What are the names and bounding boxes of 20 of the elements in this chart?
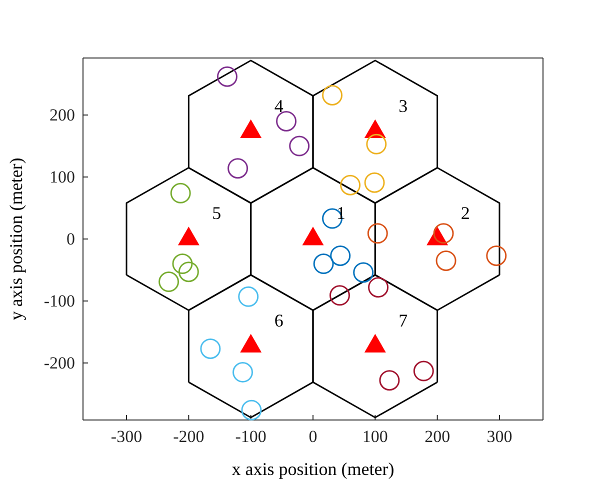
y-tick-label: 0 [66, 229, 75, 248]
annotation: 4 [274, 96, 284, 116]
x-tick-label: 300 [486, 427, 512, 446]
x-tick-label: 100 [362, 427, 388, 446]
annotation: 2 [460, 203, 470, 224]
y-tick-label: 100 [50, 167, 75, 186]
annotation: 3 [398, 96, 408, 116]
x-tick-label: -100 [235, 427, 266, 446]
y-tick-label: -100 [44, 291, 75, 310]
x-tick-label: -300 [110, 427, 142, 446]
x-tick-label: 0 [308, 427, 318, 446]
y-tick-label: -200 [44, 353, 75, 372]
annotation: 7 [398, 310, 408, 330]
annotation: 6 [274, 310, 284, 330]
annotation: 5 [212, 203, 222, 224]
y-axis-title: y axis position (meter) [6, 158, 26, 320]
y-tick-label: 200 [50, 105, 75, 124]
x-axis-title: x axis position (meter) [232, 459, 394, 479]
x-tick-label: 200 [424, 427, 450, 446]
x-tick-label: -200 [173, 427, 204, 446]
